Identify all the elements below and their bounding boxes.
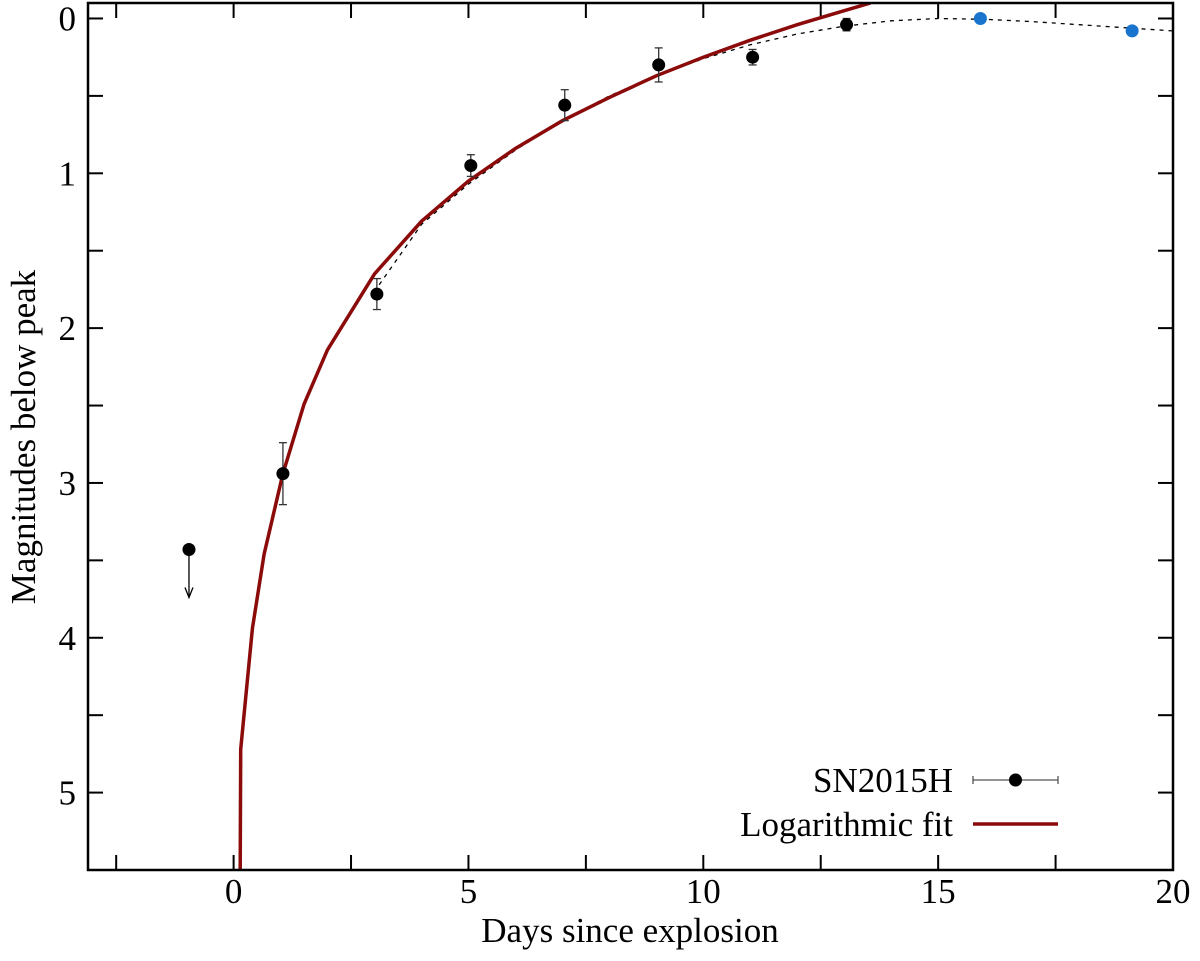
y-axis-label: Magnitudes below peak [4, 269, 43, 604]
data-point [558, 98, 572, 112]
data-point [276, 467, 290, 481]
legend-label: Logarithmic fit [740, 805, 953, 844]
y-tick-label: 2 [59, 309, 77, 348]
y-tick-label: 1 [59, 154, 77, 193]
x-tick-label: 5 [460, 872, 478, 911]
y-tick-label: 3 [59, 464, 77, 503]
data-point [973, 11, 987, 25]
data-point [182, 543, 196, 557]
series-line [238, 3, 871, 870]
data-point [840, 18, 854, 32]
legend-label: SN2015H [813, 761, 953, 800]
x-tick-label: 0 [225, 872, 243, 911]
upper-limit-arrowhead [184, 587, 194, 600]
series-line [378, 17, 1173, 286]
y-tick-label: 4 [59, 619, 77, 658]
x-tick-label: 15 [921, 872, 956, 911]
data-point [1125, 24, 1139, 38]
x-tick-label: 10 [686, 872, 721, 911]
y-tick-label: 5 [59, 774, 77, 813]
y-tick-label: 0 [59, 0, 77, 38]
x-axis-label: Days since explosion [481, 911, 778, 950]
plot-frame [86, 1, 1175, 872]
x-tick-label: 20 [1156, 872, 1191, 911]
data-point [464, 159, 478, 173]
data-point [746, 50, 760, 64]
data-point [370, 287, 384, 301]
legend-swatch [1009, 773, 1022, 787]
data-point [652, 58, 666, 72]
